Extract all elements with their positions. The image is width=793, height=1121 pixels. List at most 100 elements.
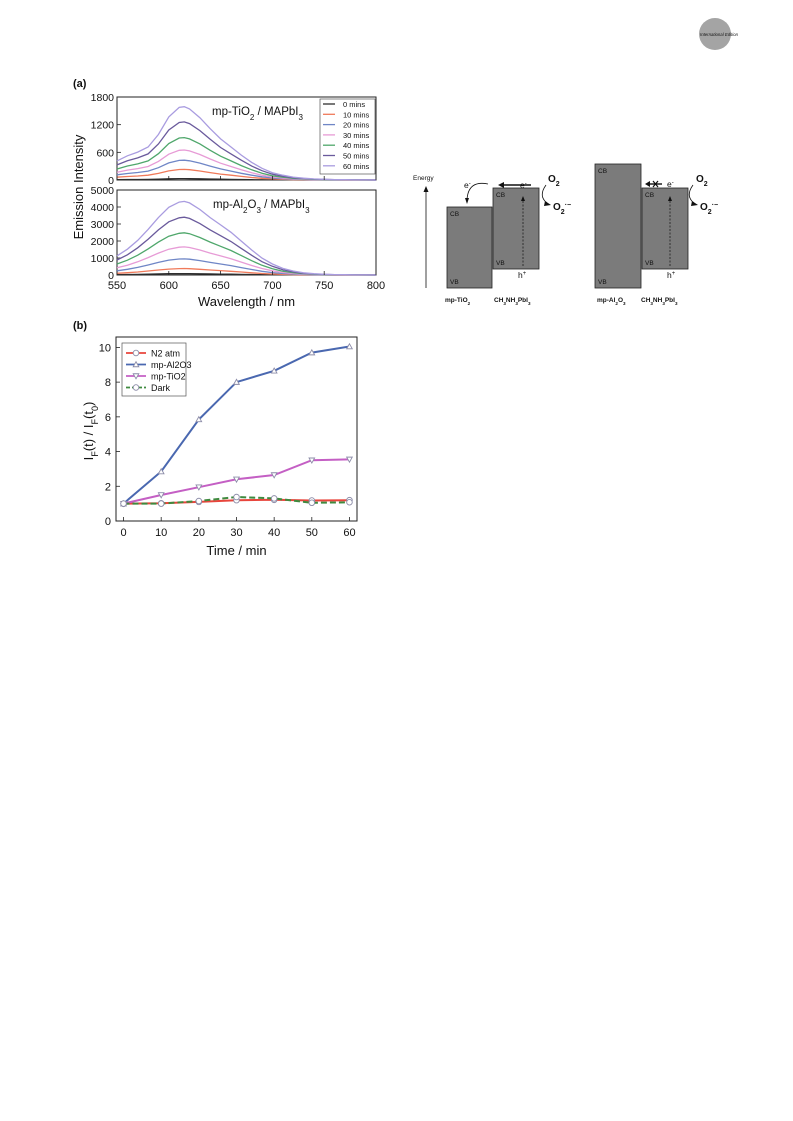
- ratio-ytick-label: 0: [105, 516, 111, 528]
- perov-vb-left: VB: [496, 260, 505, 267]
- electron-label-2-sup: -: [525, 181, 527, 187]
- hole-label-left: h+: [518, 270, 527, 280]
- perovskite-box-right: [641, 187, 689, 270]
- ratio-ylabel-part: I: [81, 457, 96, 461]
- data-point: [345, 342, 354, 350]
- o2-label-right-part: O: [696, 174, 704, 185]
- injection-arrowhead-icon: [465, 198, 469, 204]
- electron-label-right: e-: [667, 179, 674, 189]
- bottom-xtick-label: 800: [367, 280, 385, 292]
- ratio-ylabel-part: (t) / I: [81, 425, 96, 452]
- bottom-xtick-label: 700: [263, 280, 281, 292]
- ratio-ytick-label: 10: [99, 342, 111, 354]
- perovskite-box-left: [492, 187, 540, 270]
- electron-label-1-sup: -: [469, 181, 471, 187]
- hole-label-left-sup: +: [523, 271, 527, 277]
- top-chart-title-sub: 2: [250, 113, 255, 122]
- tio2-cb: CB: [450, 211, 459, 218]
- al2o3-vb: VB: [598, 279, 607, 286]
- energy-label: Energy: [413, 175, 434, 182]
- perovskite-label-right: CH3NH3PbI3: [641, 297, 678, 306]
- superoxide-label-left-part: O: [553, 202, 561, 213]
- bottom-chart-title-part: O: [248, 199, 257, 211]
- hole-label-right-sup: +: [672, 271, 676, 277]
- al2o3-cb: CB: [598, 168, 607, 175]
- bottom-xtick-label: 650: [211, 280, 229, 292]
- ratio-ylabel-sub: 0: [90, 406, 100, 411]
- bottom-ytick-label: 3000: [91, 219, 115, 231]
- ratio-xtick-label: 60: [343, 527, 355, 539]
- ratio-ytick-label: 2: [105, 481, 111, 493]
- perovskite-label-left-sub: 3: [528, 301, 531, 306]
- data-point: [270, 367, 278, 374]
- data-point: [157, 500, 165, 507]
- legend-label: 60 mins: [343, 162, 370, 171]
- o2-label-left-part: O: [548, 174, 556, 185]
- energy-arrow-icon: [423, 186, 429, 192]
- o2-label-right: O2: [696, 174, 708, 188]
- superoxide-label-left-sub: 2: [561, 209, 565, 216]
- top-ytick-label: 1200: [91, 120, 115, 132]
- electron-label-1-part: e: [464, 180, 469, 190]
- perovskite-label-left-part: PbI: [518, 297, 528, 304]
- ratio-ylabel-sub: F: [90, 451, 100, 457]
- panel-a-label: (a): [73, 78, 87, 90]
- badge-text: International Edition: [700, 32, 739, 37]
- superoxide-label-left: O2·−: [553, 202, 571, 216]
- electron-label-right-part: e: [667, 179, 672, 189]
- tio2-box: [446, 206, 493, 289]
- bottom-ytick-label: 5000: [91, 185, 115, 197]
- tio2-vb: VB: [450, 279, 459, 286]
- ratio-legend-label: mp-TiO2: [151, 372, 186, 382]
- spectra-ylabel: Emission Intensity: [71, 134, 86, 239]
- perovskite-label-right-part: PbI: [665, 297, 675, 304]
- top-chart-title-part: / MAPbI: [254, 106, 298, 118]
- top-ytick-label: 600: [96, 147, 114, 159]
- top-chart-title-part: mp-TiO: [212, 106, 250, 118]
- data-point: [195, 497, 203, 505]
- bottom-ytick-label: 0: [108, 270, 114, 282]
- data-point: [120, 500, 127, 507]
- top-series-line: [116, 106, 377, 181]
- perovskite-label-left-part: CH: [494, 297, 504, 304]
- o2-arrow-right: [688, 184, 695, 204]
- perov-cb-right: CB: [645, 192, 654, 199]
- perovskite-label-right-part: CH: [641, 297, 651, 304]
- data-point: [308, 348, 316, 356]
- data-point: [233, 493, 240, 501]
- bottom-chart-title-part: mp-Al: [213, 199, 243, 211]
- superoxide-label-right-part: O: [700, 202, 708, 213]
- superoxide-label-right-sup: ·−: [712, 202, 718, 209]
- legend-label: 30 mins: [343, 131, 370, 140]
- data-point: [308, 499, 316, 507]
- top-ytick-label: 0: [108, 175, 114, 187]
- ratio-xtick-label: 0: [120, 527, 126, 539]
- legend-label: 10 mins: [343, 110, 370, 119]
- bottom-xtick-label: 750: [315, 280, 333, 292]
- excitation-arrowhead-right-icon: [668, 196, 672, 201]
- data-point: [308, 457, 316, 464]
- bottom-ytick-label: 4000: [91, 202, 115, 214]
- ratio-xtick-label: 20: [193, 527, 205, 539]
- data-point: [132, 360, 140, 368]
- perovskite-label-right-sub: 3: [650, 301, 653, 306]
- bottom-chart-title-part: / MAPbI: [261, 199, 305, 211]
- hole-label-right: h+: [667, 270, 676, 280]
- legend-label: 20 mins: [343, 121, 370, 130]
- data-point: [346, 499, 353, 506]
- bottom-chart-title: mp-Al2O3 / MAPbI3: [213, 199, 310, 215]
- ratio-legend-label: N2 atm: [151, 349, 180, 359]
- top-chart-title-sub: 3: [299, 113, 304, 122]
- ratio-xlabel: Time / min: [206, 543, 266, 558]
- badge-logo: International Edition: [699, 18, 739, 50]
- al2o3-label: mp-Al2O3: [597, 297, 626, 306]
- data-point: [157, 492, 165, 499]
- legend-label: 0 mins: [343, 100, 365, 109]
- ratio-xtick-label: 10: [155, 527, 167, 539]
- superoxide-label-left-sup: ·−: [565, 202, 571, 209]
- data-point: [270, 472, 278, 479]
- o2-label-left: O2: [548, 174, 560, 188]
- top-legend-box: [319, 98, 376, 175]
- ratio-ylabel-sub: F: [90, 419, 100, 425]
- bottom-chart-title-sub: 3: [305, 206, 310, 215]
